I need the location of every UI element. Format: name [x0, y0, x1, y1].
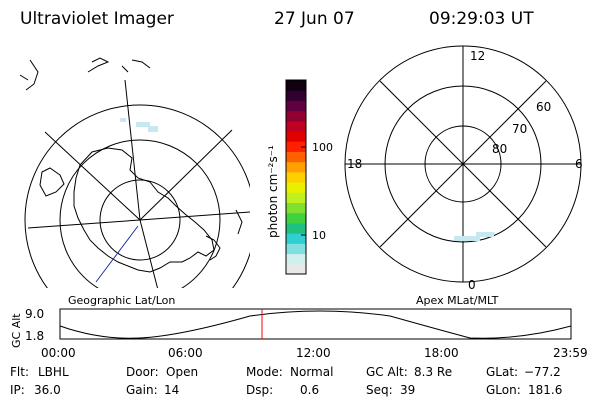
colorbar-band	[286, 182, 306, 193]
mlat-label-70: 70	[512, 122, 527, 136]
time-tick: 06:00	[168, 346, 203, 360]
meridian-line	[139, 129, 233, 221]
altitude-plot-frame	[59, 308, 572, 340]
ip-label: IP:	[10, 383, 25, 397]
colorbar-band	[286, 202, 306, 214]
geographic-map	[19, 57, 250, 288]
glat-label: GLat:	[486, 365, 518, 379]
colorbar-band	[286, 110, 306, 122]
time-label: 09:29:03 UT	[429, 9, 534, 29]
colorbar-band	[286, 222, 306, 234]
coastline-fragment	[205, 235, 221, 261]
colorbar-band	[286, 263, 306, 275]
lat-circle-outer	[24, 104, 250, 288]
seq-value: 39	[400, 383, 415, 397]
colorbar-band	[286, 233, 306, 244]
colorbar-band	[286, 141, 306, 152]
coastline-fragment	[19, 59, 39, 91]
altitude-curve	[59, 310, 572, 339]
meridian-line	[124, 79, 141, 221]
colorbar-tick-label: 10	[312, 229, 326, 242]
altitude-tick-bottom: 1.8	[25, 329, 44, 343]
time-tick: 00:00	[41, 346, 76, 360]
colorbar-band	[286, 151, 306, 163]
coastline-fragment	[121, 59, 151, 73]
colorbar-frame	[285, 79, 307, 275]
colorbar-band	[286, 131, 306, 142]
door-value: Open	[166, 365, 198, 379]
dsp-value: 0.6	[300, 383, 319, 397]
meridian-line	[27, 219, 141, 229]
mode-label: Mode:	[246, 365, 283, 379]
colorbar-band	[286, 192, 306, 204]
colorbar-band	[286, 243, 306, 255]
coastline-fragment	[87, 57, 110, 73]
geographic-caption: Geographic Lat/Lon	[68, 294, 175, 307]
altitude-tick-top: 9.0	[25, 307, 44, 321]
glon-label: GLon:	[486, 383, 521, 397]
altitude-plot: GC Alt 9.0 1.8 00:00 06:00 12:00 18:00 2…	[10, 307, 588, 360]
mlt-label-0: 0	[468, 278, 476, 292]
aurora-patch	[120, 118, 158, 132]
ip-value: 36.0	[34, 383, 61, 397]
meridian-line	[139, 219, 159, 288]
flt-label: Flt:	[10, 365, 29, 379]
mlat-label-80: 80	[492, 142, 507, 156]
aurora-patch	[454, 232, 494, 241]
glon-value: 181.6	[528, 383, 562, 397]
lat-circle-mid	[59, 139, 221, 288]
colorbar-band	[286, 80, 306, 91]
orbit-track	[95, 225, 139, 283]
antarctica-coastline	[73, 147, 215, 273]
colorbar-band	[286, 253, 306, 265]
gcalt-label: GC Alt:	[366, 365, 408, 379]
colorbar-unit-label: photon cm⁻²s⁻¹	[266, 145, 280, 238]
meridian-line	[139, 211, 250, 221]
mlt-label-18: 18	[347, 157, 362, 171]
colorbar-band	[286, 171, 306, 183]
mlt-label-12: 12	[470, 49, 485, 63]
glat-value: −77.2	[524, 365, 561, 379]
colorbar-band	[286, 212, 306, 224]
colorbar-band	[286, 161, 306, 173]
meridian-line	[44, 131, 141, 221]
time-tick: 23:59	[553, 346, 588, 360]
colorbar: 100 10 photon cm⁻²s⁻¹	[266, 79, 333, 275]
gcalt-value: 8.3 Re	[414, 365, 452, 379]
mlt-line-diagonal	[379, 80, 547, 248]
colorbar-band	[286, 90, 306, 101]
time-tick: 18:00	[424, 346, 459, 360]
seq-label: Seq:	[366, 383, 393, 397]
coastline-fragment	[39, 167, 65, 197]
mlat-label-60: 60	[536, 100, 551, 114]
door-label: Door:	[126, 365, 159, 379]
lat-circle-inner	[99, 179, 181, 261]
altitude-axis-label: GC Alt	[10, 313, 23, 348]
coastline-fragment	[235, 209, 243, 235]
mlt-label-6: 6	[575, 157, 583, 171]
magnetic-caption: Apex MLat/MLT	[416, 294, 499, 307]
date-label: 27 Jun 07	[274, 9, 355, 29]
status-panel: Flt: LBHL IP: 36.0 Door: Open Gain: 14 M…	[10, 365, 562, 397]
mode-value: Normal	[290, 365, 333, 379]
time-tick: 12:00	[296, 346, 331, 360]
colorbar-band	[286, 120, 306, 132]
colorbar-tick-label: 100	[312, 141, 333, 154]
instrument-title: Ultraviolet Imager	[20, 9, 174, 29]
flt-value: LBHL	[38, 365, 69, 379]
colorbar-band	[286, 100, 306, 112]
dsp-label: Dsp:	[246, 383, 273, 397]
gain-value: 14	[164, 383, 179, 397]
magnetic-polar-plot	[344, 45, 582, 283]
gain-label: Gain:	[126, 383, 158, 397]
